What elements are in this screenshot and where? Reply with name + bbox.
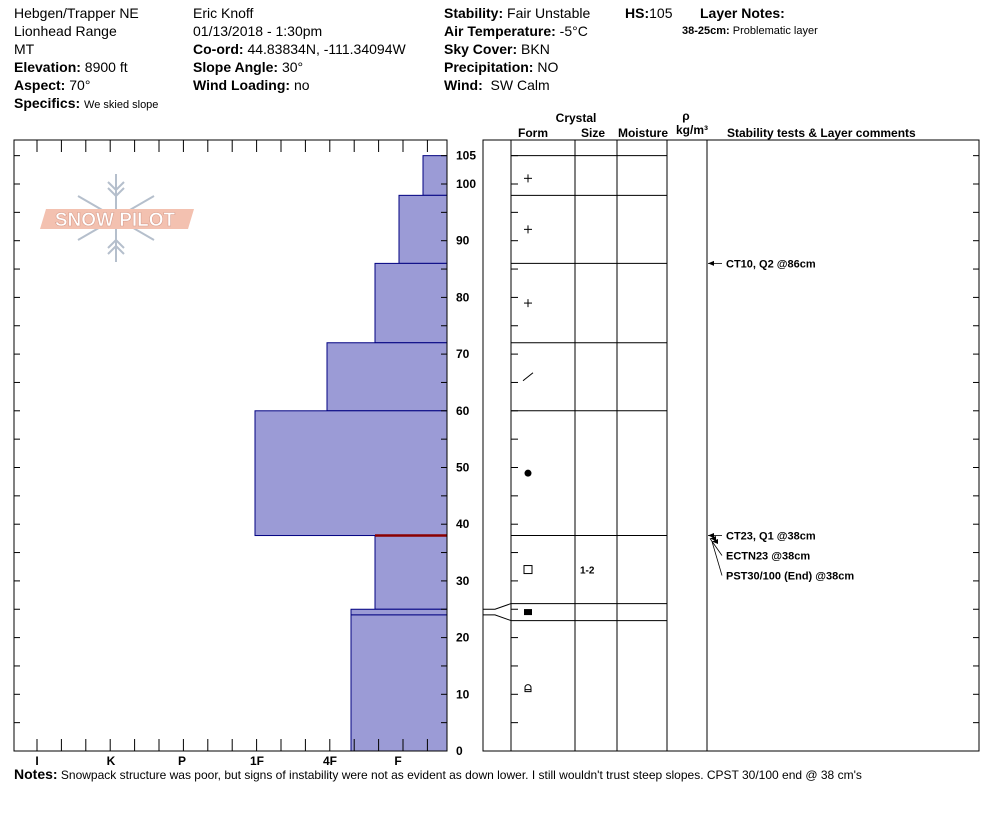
elevation: Elevation: 8900 ft xyxy=(14,59,128,75)
col-moisture: Moisture xyxy=(618,126,668,140)
precipitation: Precipitation: NO xyxy=(444,59,559,75)
depth-tick-label: 50 xyxy=(456,461,470,475)
crystal-form-faceted xyxy=(523,565,533,575)
table-frame xyxy=(482,139,980,752)
header-right: Stability: Fair Unstable Air Temperature… xyxy=(444,4,590,94)
depth-tick-label: 100 xyxy=(456,177,476,191)
notes: Notes: Snowpack structure was poor, but … xyxy=(14,766,862,782)
stability-test-arrowhead xyxy=(712,539,718,545)
stability-test-arrowhead xyxy=(710,536,716,542)
sky-cover: Sky Cover: BKN xyxy=(444,41,550,57)
hardness-bar xyxy=(350,614,448,752)
layer-note: 38-25cm: Problematic layer xyxy=(682,25,818,37)
aspect: Aspect: 70° xyxy=(14,77,91,93)
hardness-tick-label: I xyxy=(35,754,38,768)
stability-test-label: ECTN23 @38cm xyxy=(726,551,810,563)
depth-tick-label: 105 xyxy=(456,149,476,163)
stability-test-label: CT10, Q2 @86cm xyxy=(726,258,816,270)
col-rho: ρ xyxy=(682,109,689,123)
hardness-bar xyxy=(374,262,448,344)
logo-text: SNOW PILOT xyxy=(55,210,176,231)
wind-loading: Wind Loading: no xyxy=(193,77,310,93)
col-form: Form xyxy=(518,126,548,140)
depth-tick-label: 40 xyxy=(456,517,470,531)
crystal-form-rounded xyxy=(524,469,532,477)
stability-test-arrowhead xyxy=(708,533,714,539)
hardness-bar xyxy=(350,608,448,616)
datetime: 01/13/2018 - 1:30pm xyxy=(193,23,323,39)
layer-notes-label: Layer Notes: xyxy=(700,5,785,21)
hardness-tick-label: K xyxy=(107,754,116,768)
wind: Wind: SW Calm xyxy=(444,77,550,93)
depth-tick-label: 20 xyxy=(456,631,470,645)
coord: Co-ord: 44.83834N, -111.34094W xyxy=(193,41,406,57)
notes-text: Snowpack structure was poor, but signs o… xyxy=(60,768,862,782)
hardness-tick-label: 1F xyxy=(250,754,264,768)
header-middle: Eric Knoff 01/13/2018 - 1:30pm Co-ord: 4… xyxy=(193,4,406,94)
hardness-graph: I K P 1F 4F F 0 10 20 30 40 50 60 70 80 90 100 105 xyxy=(13,139,476,768)
depth-tick-label: 60 xyxy=(456,404,470,418)
stability-test-label: PST30/100 (End) @38cm xyxy=(726,571,854,583)
col-crystal: Crystal xyxy=(556,111,597,125)
stability-test-leader xyxy=(711,541,723,576)
col-stability-tests: Stability tests & Layer comments xyxy=(727,126,916,140)
air-temperature: Air Temperature: -5°C xyxy=(444,23,588,39)
stability-test-label: CT23, Q1 @38cm xyxy=(726,531,816,543)
state: MT xyxy=(14,41,35,57)
col-density-unit: kg/m³ xyxy=(676,123,708,137)
hardness-bar xyxy=(398,194,448,264)
range: Lionhead Range xyxy=(14,23,117,39)
snowpilot-logo: SNOW PILOT xyxy=(40,174,194,262)
observer: Eric Knoff xyxy=(193,5,254,21)
crystal-form-faceted-solid xyxy=(524,609,532,616)
stability: Stability: Fair Unstable xyxy=(444,5,591,21)
boundary-connector xyxy=(483,614,512,622)
crystal-size: 1-2 xyxy=(580,566,595,577)
crystal-form-depth-hoar xyxy=(524,684,532,693)
stability-test-leader xyxy=(709,538,723,556)
header-left: Hebgen/Trapper NE Lionhead Range MT Elev… xyxy=(14,4,158,114)
hardness-tick-label: F xyxy=(394,754,401,768)
hardness-bar xyxy=(374,535,448,610)
depth-tick-label: 90 xyxy=(456,234,470,248)
slope-angle: Slope Angle: 30° xyxy=(193,59,304,75)
depth-tick-label: 30 xyxy=(456,574,470,588)
depth-tick-label: 70 xyxy=(456,347,470,361)
hardness-tick-label: P xyxy=(178,754,186,768)
hardness-bar xyxy=(326,342,448,412)
crystal-form-decomposing xyxy=(522,372,534,382)
notes-label: Notes: xyxy=(14,766,58,782)
hs: HS:105 xyxy=(625,5,673,21)
depth-tick-label: 10 xyxy=(456,687,470,701)
hardness-bar xyxy=(422,155,448,196)
hardness-tick-label: 4F xyxy=(323,754,337,768)
depth-tick-label: 0 xyxy=(456,744,463,758)
layer-table: 1-2 CT10, Q2 @86cm CT23, Q1 @38cm ECTN23 @3… xyxy=(482,139,980,752)
hardness-bar xyxy=(254,410,448,537)
specifics: Specifics: We skied slope xyxy=(14,95,159,111)
depth-tick-label: 80 xyxy=(456,290,470,304)
col-size: Size xyxy=(581,126,605,140)
boundary-connector xyxy=(483,603,512,610)
hardness-frame xyxy=(13,139,448,752)
stability-test-arrowhead xyxy=(708,260,714,266)
location: Hebgen/Trapper NE xyxy=(14,5,139,21)
